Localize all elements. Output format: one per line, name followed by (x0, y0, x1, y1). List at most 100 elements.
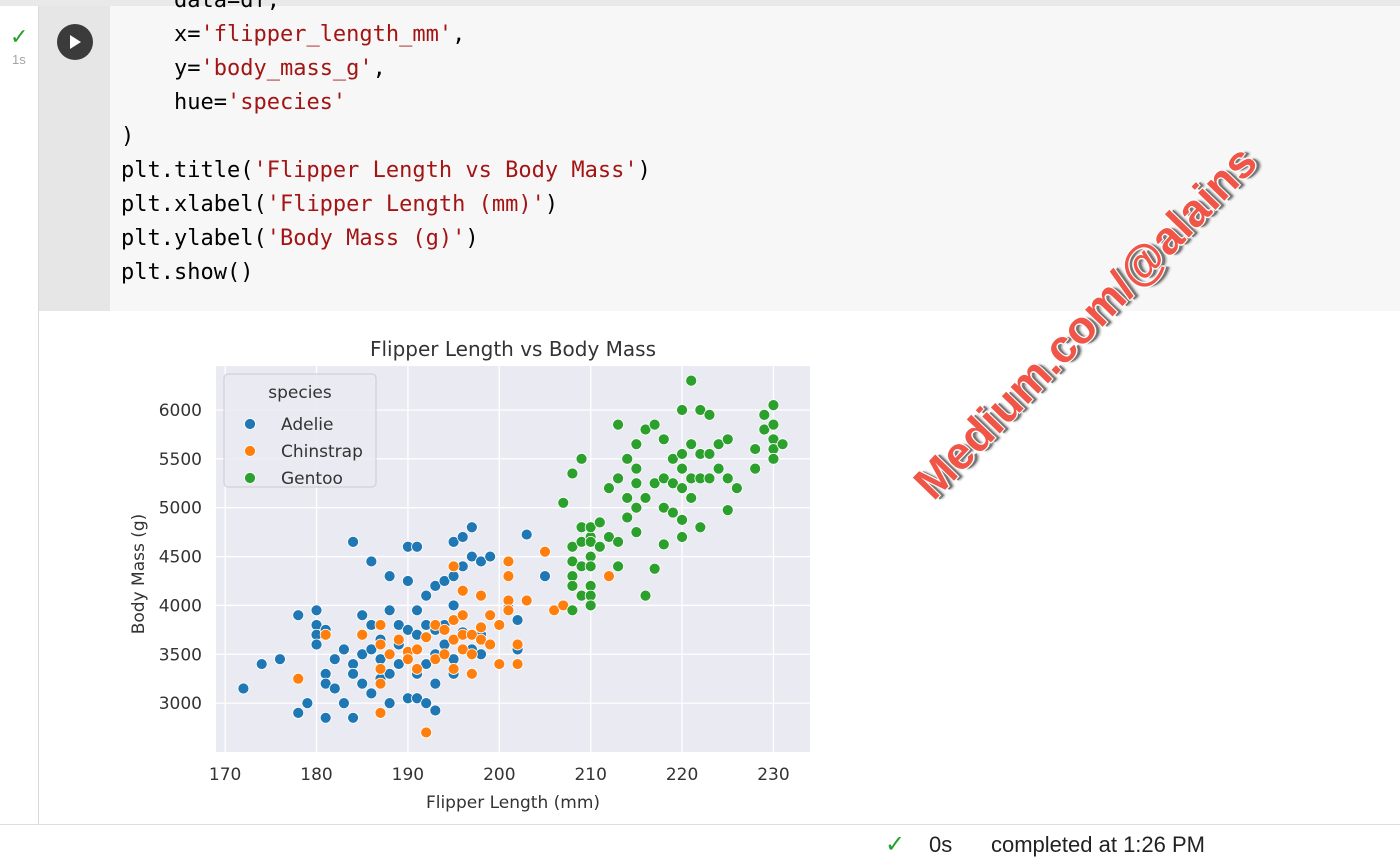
data-point-adelie (465, 521, 478, 534)
run-cell-button[interactable] (57, 24, 93, 60)
data-point-adelie (356, 677, 369, 690)
data-point-chinstrap (603, 570, 615, 583)
data-point-chinstrap (402, 653, 414, 666)
data-point-chinstrap (493, 658, 506, 670)
data-point-adelie (402, 575, 414, 587)
data-point-gentoo (584, 560, 597, 573)
data-point-gentoo (612, 535, 624, 548)
data-point-gentoo (584, 599, 597, 612)
data-point-adelie (301, 697, 314, 710)
data-point-adelie (539, 570, 551, 583)
data-point-chinstrap (475, 621, 487, 634)
data-point-adelie (338, 697, 350, 710)
data-point-chinstrap (502, 570, 515, 583)
data-point-chinstrap (548, 604, 561, 617)
data-point-adelie (429, 579, 442, 592)
code-text[interactable]: data=df, x='flipper_length_mm', y='body_… (121, 0, 651, 290)
data-point-adelie (429, 677, 442, 690)
data-point-adelie (438, 575, 451, 587)
code-editor[interactable] (110, 6, 1400, 311)
data-point-adelie (356, 609, 369, 622)
data-point-adelie (402, 623, 414, 636)
data-point-adelie (347, 535, 359, 548)
status-time: 0s (929, 832, 953, 857)
data-point-adelie (347, 658, 359, 670)
data-point-gentoo (630, 462, 643, 475)
data-point-gentoo (648, 477, 661, 490)
data-point-gentoo (712, 462, 725, 475)
code-token: hue= (121, 90, 227, 115)
data-point-adelie (365, 643, 378, 656)
legend-label-adelie: Adelie (281, 415, 334, 435)
data-point-gentoo (712, 438, 725, 451)
code-line: plt.xlabel('Flipper Length (mm)') (121, 188, 651, 222)
code-token: plt.xlabel( (121, 192, 267, 217)
data-point-gentoo (721, 504, 734, 517)
status-text: completed at 1:26 PM (991, 832, 1206, 857)
data-point-chinstrap (429, 653, 442, 666)
data-point-adelie (511, 614, 524, 626)
execution-success-icon: ✓ (10, 24, 29, 49)
data-point-adelie (292, 609, 305, 622)
code-line: plt.title('Flipper Length vs Body Mass') (121, 154, 651, 188)
data-point-gentoo (584, 550, 597, 563)
data-point-chinstrap (456, 609, 469, 622)
data-point-adelie (365, 687, 378, 700)
data-point-gentoo (703, 448, 716, 460)
data-point-chinstrap (420, 726, 433, 739)
data-point-gentoo (676, 531, 688, 543)
code-line: y='body_mass_g', (121, 52, 651, 86)
data-point-gentoo (566, 467, 579, 480)
y-tick-label: 6000 (159, 401, 202, 421)
data-point-adelie (520, 528, 533, 541)
data-point-gentoo (676, 404, 688, 416)
x-tick-label: 170 (209, 765, 241, 785)
data-point-adelie (319, 667, 332, 680)
legend-title: species (268, 383, 332, 403)
data-point-adelie (420, 589, 433, 602)
data-point-gentoo (603, 482, 615, 495)
data-point-gentoo (612, 418, 624, 431)
data-point-chinstrap (465, 648, 478, 661)
data-point-chinstrap (502, 594, 515, 607)
data-point-gentoo (621, 492, 634, 504)
code-token: plt.title( (121, 158, 254, 183)
data-point-adelie (328, 653, 341, 666)
code-line: plt.ylabel('Body Mass (g)') (121, 222, 651, 256)
data-point-gentoo (758, 423, 771, 436)
data-point-adelie (429, 704, 442, 717)
data-point-gentoo (566, 604, 579, 617)
data-point-adelie (383, 667, 396, 680)
code-line: plt.show() (121, 256, 651, 290)
data-point-adelie (328, 682, 341, 695)
data-point-gentoo (721, 433, 734, 446)
code-token: ) (121, 124, 135, 149)
data-point-gentoo (630, 477, 643, 490)
data-point-gentoo (593, 516, 606, 529)
data-point-gentoo (612, 472, 624, 485)
code-token: plt.ylabel( (121, 226, 267, 251)
data-point-gentoo (639, 492, 652, 504)
data-point-gentoo (566, 579, 579, 592)
data-point-chinstrap (493, 619, 506, 631)
legend-marker-chinstrap (244, 445, 256, 457)
data-point-chinstrap (374, 638, 387, 651)
data-point-chinstrap (502, 555, 515, 568)
data-point-chinstrap (447, 614, 460, 626)
data-point-chinstrap (502, 604, 515, 617)
y-tick-label: 5500 (159, 450, 202, 470)
code-token: x= (121, 22, 201, 47)
data-point-gentoo (612, 560, 624, 573)
data-point-gentoo (557, 496, 570, 509)
data-point-adelie (292, 707, 305, 719)
data-point-gentoo (721, 472, 734, 485)
data-point-gentoo (694, 521, 707, 534)
data-point-gentoo (639, 589, 652, 602)
data-point-adelie (310, 604, 323, 617)
data-point-gentoo (667, 506, 679, 519)
data-point-chinstrap (475, 589, 487, 602)
data-point-gentoo (676, 482, 688, 495)
data-point-adelie (347, 711, 359, 724)
data-point-gentoo (776, 438, 789, 451)
data-point-adelie (392, 619, 405, 631)
